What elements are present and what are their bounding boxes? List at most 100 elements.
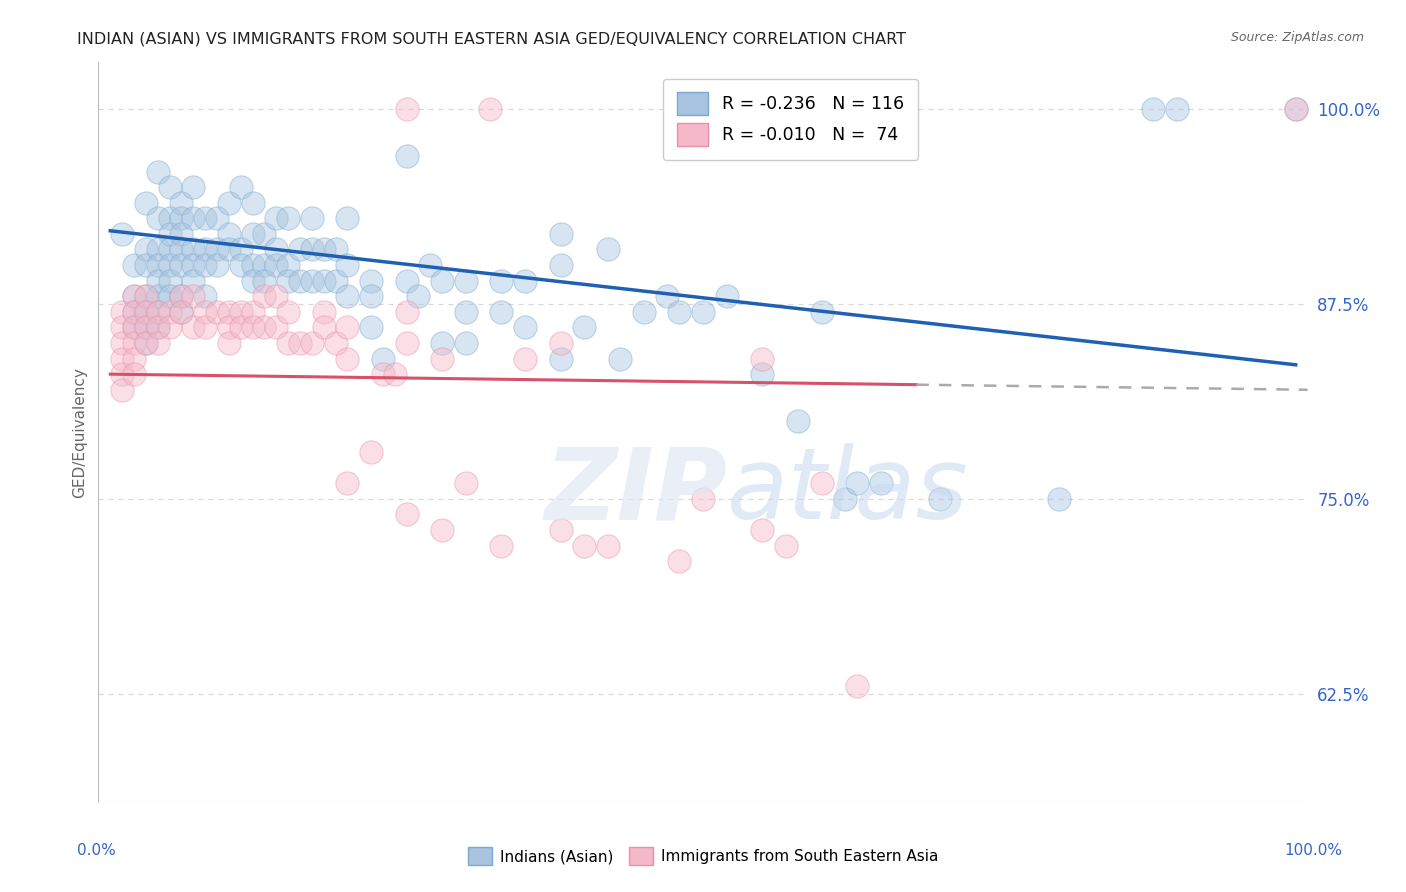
Point bbox=[336, 289, 359, 303]
Point bbox=[810, 305, 832, 319]
Point bbox=[432, 336, 454, 351]
Point bbox=[550, 523, 572, 537]
Point bbox=[205, 258, 228, 272]
Point bbox=[491, 539, 513, 553]
Point bbox=[242, 320, 264, 334]
Point bbox=[491, 305, 513, 319]
Point bbox=[454, 305, 477, 319]
Point bbox=[869, 476, 891, 491]
Point bbox=[264, 211, 287, 226]
Point bbox=[181, 258, 204, 272]
Point bbox=[929, 491, 952, 506]
Point bbox=[598, 243, 620, 257]
Point bbox=[146, 211, 169, 226]
Point bbox=[135, 243, 157, 257]
Point bbox=[111, 320, 134, 334]
Point bbox=[312, 305, 335, 319]
Point bbox=[122, 367, 145, 381]
Point bbox=[395, 149, 418, 163]
Point bbox=[371, 367, 394, 381]
Point bbox=[111, 351, 134, 366]
Point bbox=[277, 336, 299, 351]
Point bbox=[146, 258, 169, 272]
Point bbox=[454, 274, 477, 288]
Point bbox=[146, 274, 169, 288]
Point bbox=[515, 320, 537, 334]
Point bbox=[159, 289, 181, 303]
Point bbox=[218, 227, 240, 241]
Point bbox=[181, 274, 204, 288]
Text: 0.0%: 0.0% bbox=[77, 843, 117, 858]
Point bbox=[122, 320, 145, 334]
Point bbox=[419, 258, 441, 272]
Point bbox=[242, 305, 264, 319]
Point bbox=[810, 476, 832, 491]
Point bbox=[122, 305, 145, 319]
Point bbox=[218, 305, 240, 319]
Point bbox=[159, 243, 181, 257]
Point bbox=[122, 289, 145, 303]
Point bbox=[668, 554, 690, 568]
Point bbox=[312, 320, 335, 334]
Point bbox=[408, 289, 430, 303]
Point bbox=[277, 305, 299, 319]
Text: 100.0%: 100.0% bbox=[1285, 843, 1343, 858]
Point bbox=[170, 258, 193, 272]
Point bbox=[751, 523, 773, 537]
Point bbox=[181, 180, 204, 194]
Legend: R = -0.236   N = 116, R = -0.010   N =  74: R = -0.236 N = 116, R = -0.010 N = 74 bbox=[664, 78, 918, 160]
Point bbox=[1166, 102, 1188, 116]
Point bbox=[135, 258, 157, 272]
Point bbox=[633, 305, 655, 319]
Point bbox=[751, 367, 773, 381]
Point bbox=[668, 305, 690, 319]
Point bbox=[194, 289, 217, 303]
Point bbox=[135, 336, 157, 351]
Point bbox=[170, 289, 193, 303]
Point bbox=[111, 305, 134, 319]
Point bbox=[325, 336, 347, 351]
Point bbox=[218, 195, 240, 210]
Point bbox=[312, 274, 335, 288]
Point bbox=[277, 211, 299, 226]
Point bbox=[229, 180, 252, 194]
Point bbox=[253, 258, 276, 272]
Point bbox=[550, 258, 572, 272]
Point bbox=[253, 274, 276, 288]
Point bbox=[146, 289, 169, 303]
Point bbox=[135, 305, 157, 319]
Point bbox=[336, 258, 359, 272]
Point bbox=[846, 679, 869, 693]
Text: atlas: atlas bbox=[727, 443, 969, 541]
Point bbox=[301, 274, 323, 288]
Point bbox=[277, 274, 299, 288]
Point bbox=[253, 320, 276, 334]
Point bbox=[135, 336, 157, 351]
Point bbox=[194, 211, 217, 226]
Point bbox=[170, 305, 193, 319]
Point bbox=[360, 274, 382, 288]
Point bbox=[181, 211, 204, 226]
Point bbox=[657, 289, 679, 303]
Point bbox=[325, 243, 347, 257]
Point bbox=[146, 336, 169, 351]
Point bbox=[159, 305, 181, 319]
Point bbox=[122, 258, 145, 272]
Point bbox=[1285, 102, 1308, 116]
Point bbox=[751, 351, 773, 366]
Text: Source: ZipAtlas.com: Source: ZipAtlas.com bbox=[1230, 31, 1364, 45]
Point bbox=[159, 211, 181, 226]
Point bbox=[146, 305, 169, 319]
Point bbox=[1142, 102, 1164, 116]
Point bbox=[242, 258, 264, 272]
Point bbox=[609, 351, 631, 366]
Point bbox=[550, 227, 572, 241]
Point bbox=[846, 476, 869, 491]
Point bbox=[574, 320, 596, 334]
Point bbox=[432, 351, 454, 366]
Point bbox=[301, 243, 323, 257]
Point bbox=[336, 211, 359, 226]
Point bbox=[146, 164, 169, 178]
Point bbox=[301, 336, 323, 351]
Point bbox=[135, 320, 157, 334]
